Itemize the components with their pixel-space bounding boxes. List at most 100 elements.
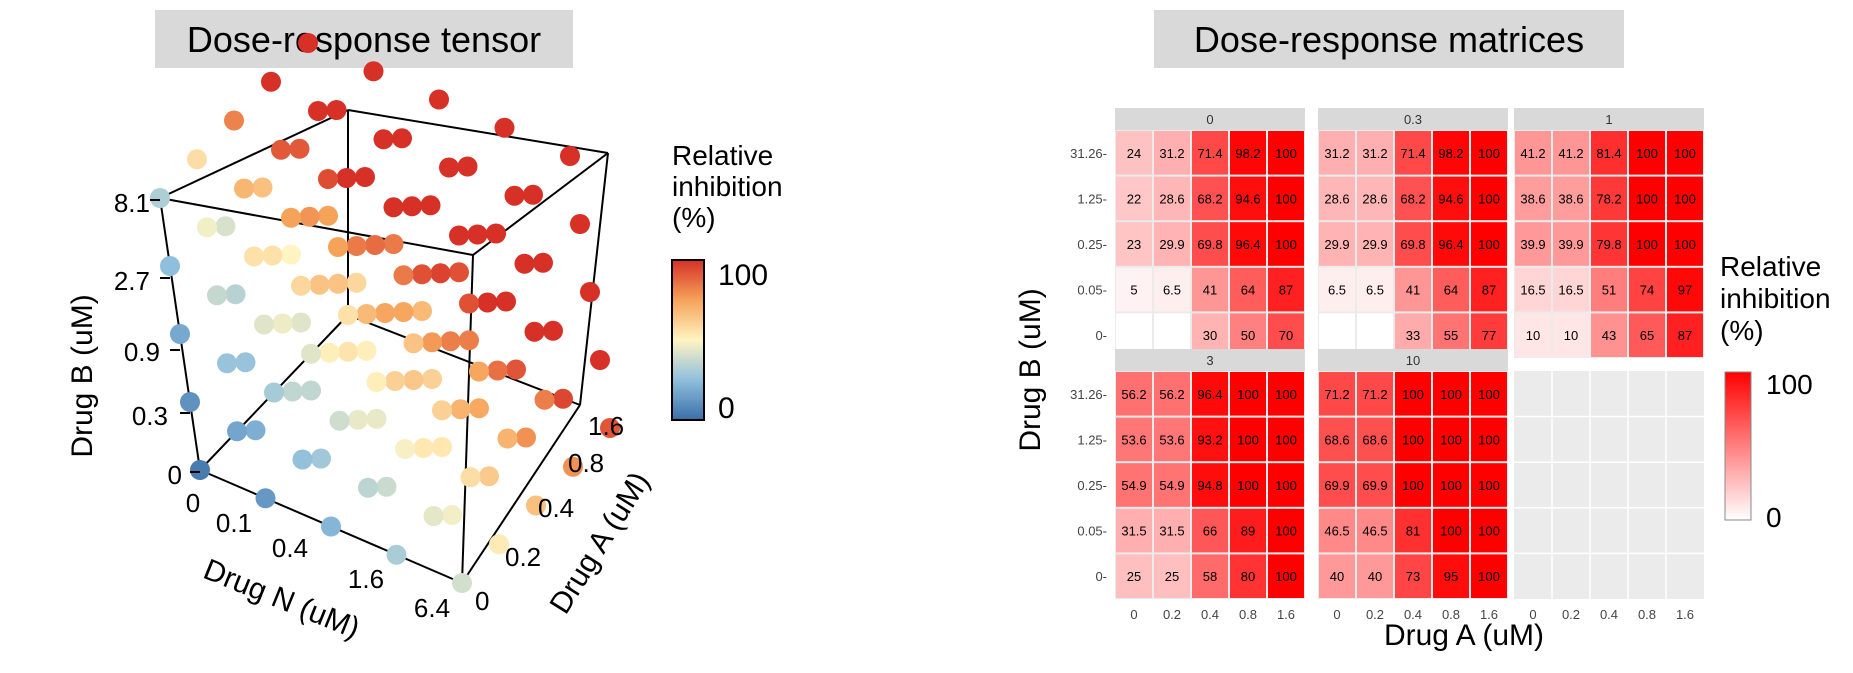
scatter-point bbox=[413, 438, 434, 458]
heatmap-y-tick: 0.05- bbox=[1077, 524, 1107, 539]
heatmap-cell-label: 71.4 bbox=[1400, 146, 1425, 161]
drugB-tick: 8.1 bbox=[114, 188, 150, 218]
heatmap-cell-label: 100 bbox=[1275, 432, 1297, 447]
heatmap-cell-label: 73 bbox=[1406, 569, 1420, 584]
scatter-point bbox=[366, 372, 387, 392]
scatter-point bbox=[534, 389, 555, 410]
heatmap-cell bbox=[1357, 222, 1393, 266]
facet-panel: 0 0.2 0.4 0.8 1.6 bbox=[1514, 371, 1704, 622]
heatmap-y-tick: 1.25- bbox=[1077, 432, 1107, 447]
heatmap-cell bbox=[1591, 267, 1627, 312]
heatmap-cell bbox=[1319, 267, 1355, 312]
heatmap-cell-label: 53.6 bbox=[1159, 432, 1184, 447]
drugN-tick: 0.4 bbox=[272, 533, 308, 563]
scatter-point bbox=[363, 61, 384, 82]
heatmap-y-tick: 31.26- bbox=[1070, 146, 1107, 161]
heatmap-cell bbox=[1319, 508, 1355, 553]
heatmap-cell-label: 22 bbox=[1127, 191, 1141, 206]
heatmap-cell-label: 29.9 bbox=[1362, 237, 1387, 252]
scatter-point bbox=[459, 293, 479, 314]
heatmap-cell bbox=[1433, 463, 1469, 507]
drugA-tick: 0.4 bbox=[538, 493, 574, 523]
scatter-point bbox=[321, 516, 341, 537]
drugN-tick: 6.4 bbox=[414, 593, 450, 623]
cube-edge bbox=[347, 109, 609, 154]
heatmap-cell bbox=[1192, 131, 1228, 175]
heatmap-cell-label: 100 bbox=[1440, 524, 1462, 539]
scatter-point bbox=[355, 167, 375, 187]
heatmap-cell-label: 100 bbox=[1275, 237, 1297, 252]
heatmap-cell bbox=[1553, 222, 1589, 266]
heatmap-cell-label: 55 bbox=[1444, 328, 1458, 343]
scatter-point bbox=[506, 359, 526, 380]
facet-strip-label: 0.3 bbox=[1404, 112, 1422, 127]
heatmap-cell-label: 96.4 bbox=[1438, 237, 1463, 252]
scatter-point bbox=[449, 225, 469, 246]
drugN-tick: 0 bbox=[186, 488, 200, 518]
scatter-point bbox=[590, 350, 610, 370]
drugN-tick-labels: 0 0.1 0.4 1.6 6.4 bbox=[186, 488, 450, 623]
scatter-point bbox=[486, 223, 506, 244]
heatmap-y-tick: 31.26- bbox=[1070, 387, 1107, 402]
heatmap-cell bbox=[1471, 463, 1507, 507]
heatmap-cell-label: 23 bbox=[1127, 237, 1141, 252]
heatmap-cell bbox=[1192, 417, 1228, 462]
drugN-tick: 0.1 bbox=[216, 508, 252, 538]
drugB-axis-label: Drug B (uM) bbox=[66, 294, 99, 457]
heatmap-cell bbox=[1433, 554, 1469, 598]
heatmap-cell bbox=[1515, 313, 1551, 357]
heatmap-cell-label: 64 bbox=[1241, 283, 1255, 298]
scatter-point bbox=[356, 340, 377, 361]
heatmap-cell-label: 16.5 bbox=[1520, 283, 1545, 298]
scatter-point bbox=[580, 282, 600, 302]
heatmap-cell bbox=[1395, 267, 1431, 312]
left-legend: Relative inhibition (%) 100 0 bbox=[671, 140, 783, 425]
heatmap-x-tick: 0 bbox=[1529, 607, 1536, 622]
heatmap-cell-label: 46.5 bbox=[1362, 524, 1387, 539]
heatmap-cell-label: 93.2 bbox=[1197, 432, 1222, 447]
scatter-point bbox=[358, 477, 378, 498]
scatter-point bbox=[412, 301, 432, 321]
heatmap-cell bbox=[1395, 176, 1431, 221]
heatmap-cell bbox=[1268, 131, 1304, 175]
heatmap-x-tick: 1.6 bbox=[1277, 607, 1295, 622]
heatmap-cell-label: 39.9 bbox=[1520, 237, 1545, 252]
scatter-point bbox=[255, 488, 276, 509]
scatter-point bbox=[383, 234, 404, 254]
heatmap-cell bbox=[1154, 417, 1190, 462]
legend-title-line: Relative bbox=[1720, 251, 1821, 282]
heatmap-cell bbox=[1192, 554, 1228, 598]
heatmap-cell-label: 16.5 bbox=[1558, 283, 1583, 298]
legend-colorbar bbox=[1724, 371, 1752, 521]
heatmap-cell bbox=[1268, 372, 1304, 416]
scatter-point bbox=[272, 313, 293, 334]
heatmap-cell-label: 71.2 bbox=[1324, 387, 1349, 402]
scatter-point bbox=[560, 146, 580, 166]
heatmap-cell-label: 38.6 bbox=[1558, 191, 1583, 206]
heatmap-cell-label: 40 bbox=[1330, 569, 1344, 584]
heatmap-cell bbox=[1268, 554, 1304, 598]
scatter-point bbox=[244, 246, 264, 267]
heatmap-cell bbox=[1395, 508, 1431, 553]
heatmap-cell bbox=[1629, 267, 1665, 312]
scatter-point bbox=[326, 100, 347, 120]
scatter-point bbox=[254, 314, 274, 335]
heatmap-cell bbox=[1395, 222, 1431, 266]
scatter-point bbox=[225, 284, 246, 305]
scatter-point bbox=[215, 216, 236, 237]
heatmap-cell-label: 98.2 bbox=[1235, 146, 1260, 161]
scatter-point bbox=[328, 237, 348, 257]
heatmap-cell bbox=[1629, 176, 1665, 221]
scatter-point bbox=[319, 342, 340, 363]
heatmap-cell bbox=[1192, 372, 1228, 416]
heatmap-cell bbox=[1667, 131, 1703, 175]
heatmap-cell-label: 81.4 bbox=[1596, 146, 1621, 161]
facet-strip bbox=[1318, 349, 1508, 371]
facet-background bbox=[1514, 371, 1704, 599]
heatmap-cell bbox=[1230, 372, 1266, 416]
scatter-point bbox=[328, 273, 348, 294]
heatmap-cell bbox=[1357, 131, 1393, 175]
heatmap-cell-label: 43 bbox=[1602, 328, 1616, 343]
heatmap-cell-label: 100 bbox=[1636, 237, 1658, 252]
